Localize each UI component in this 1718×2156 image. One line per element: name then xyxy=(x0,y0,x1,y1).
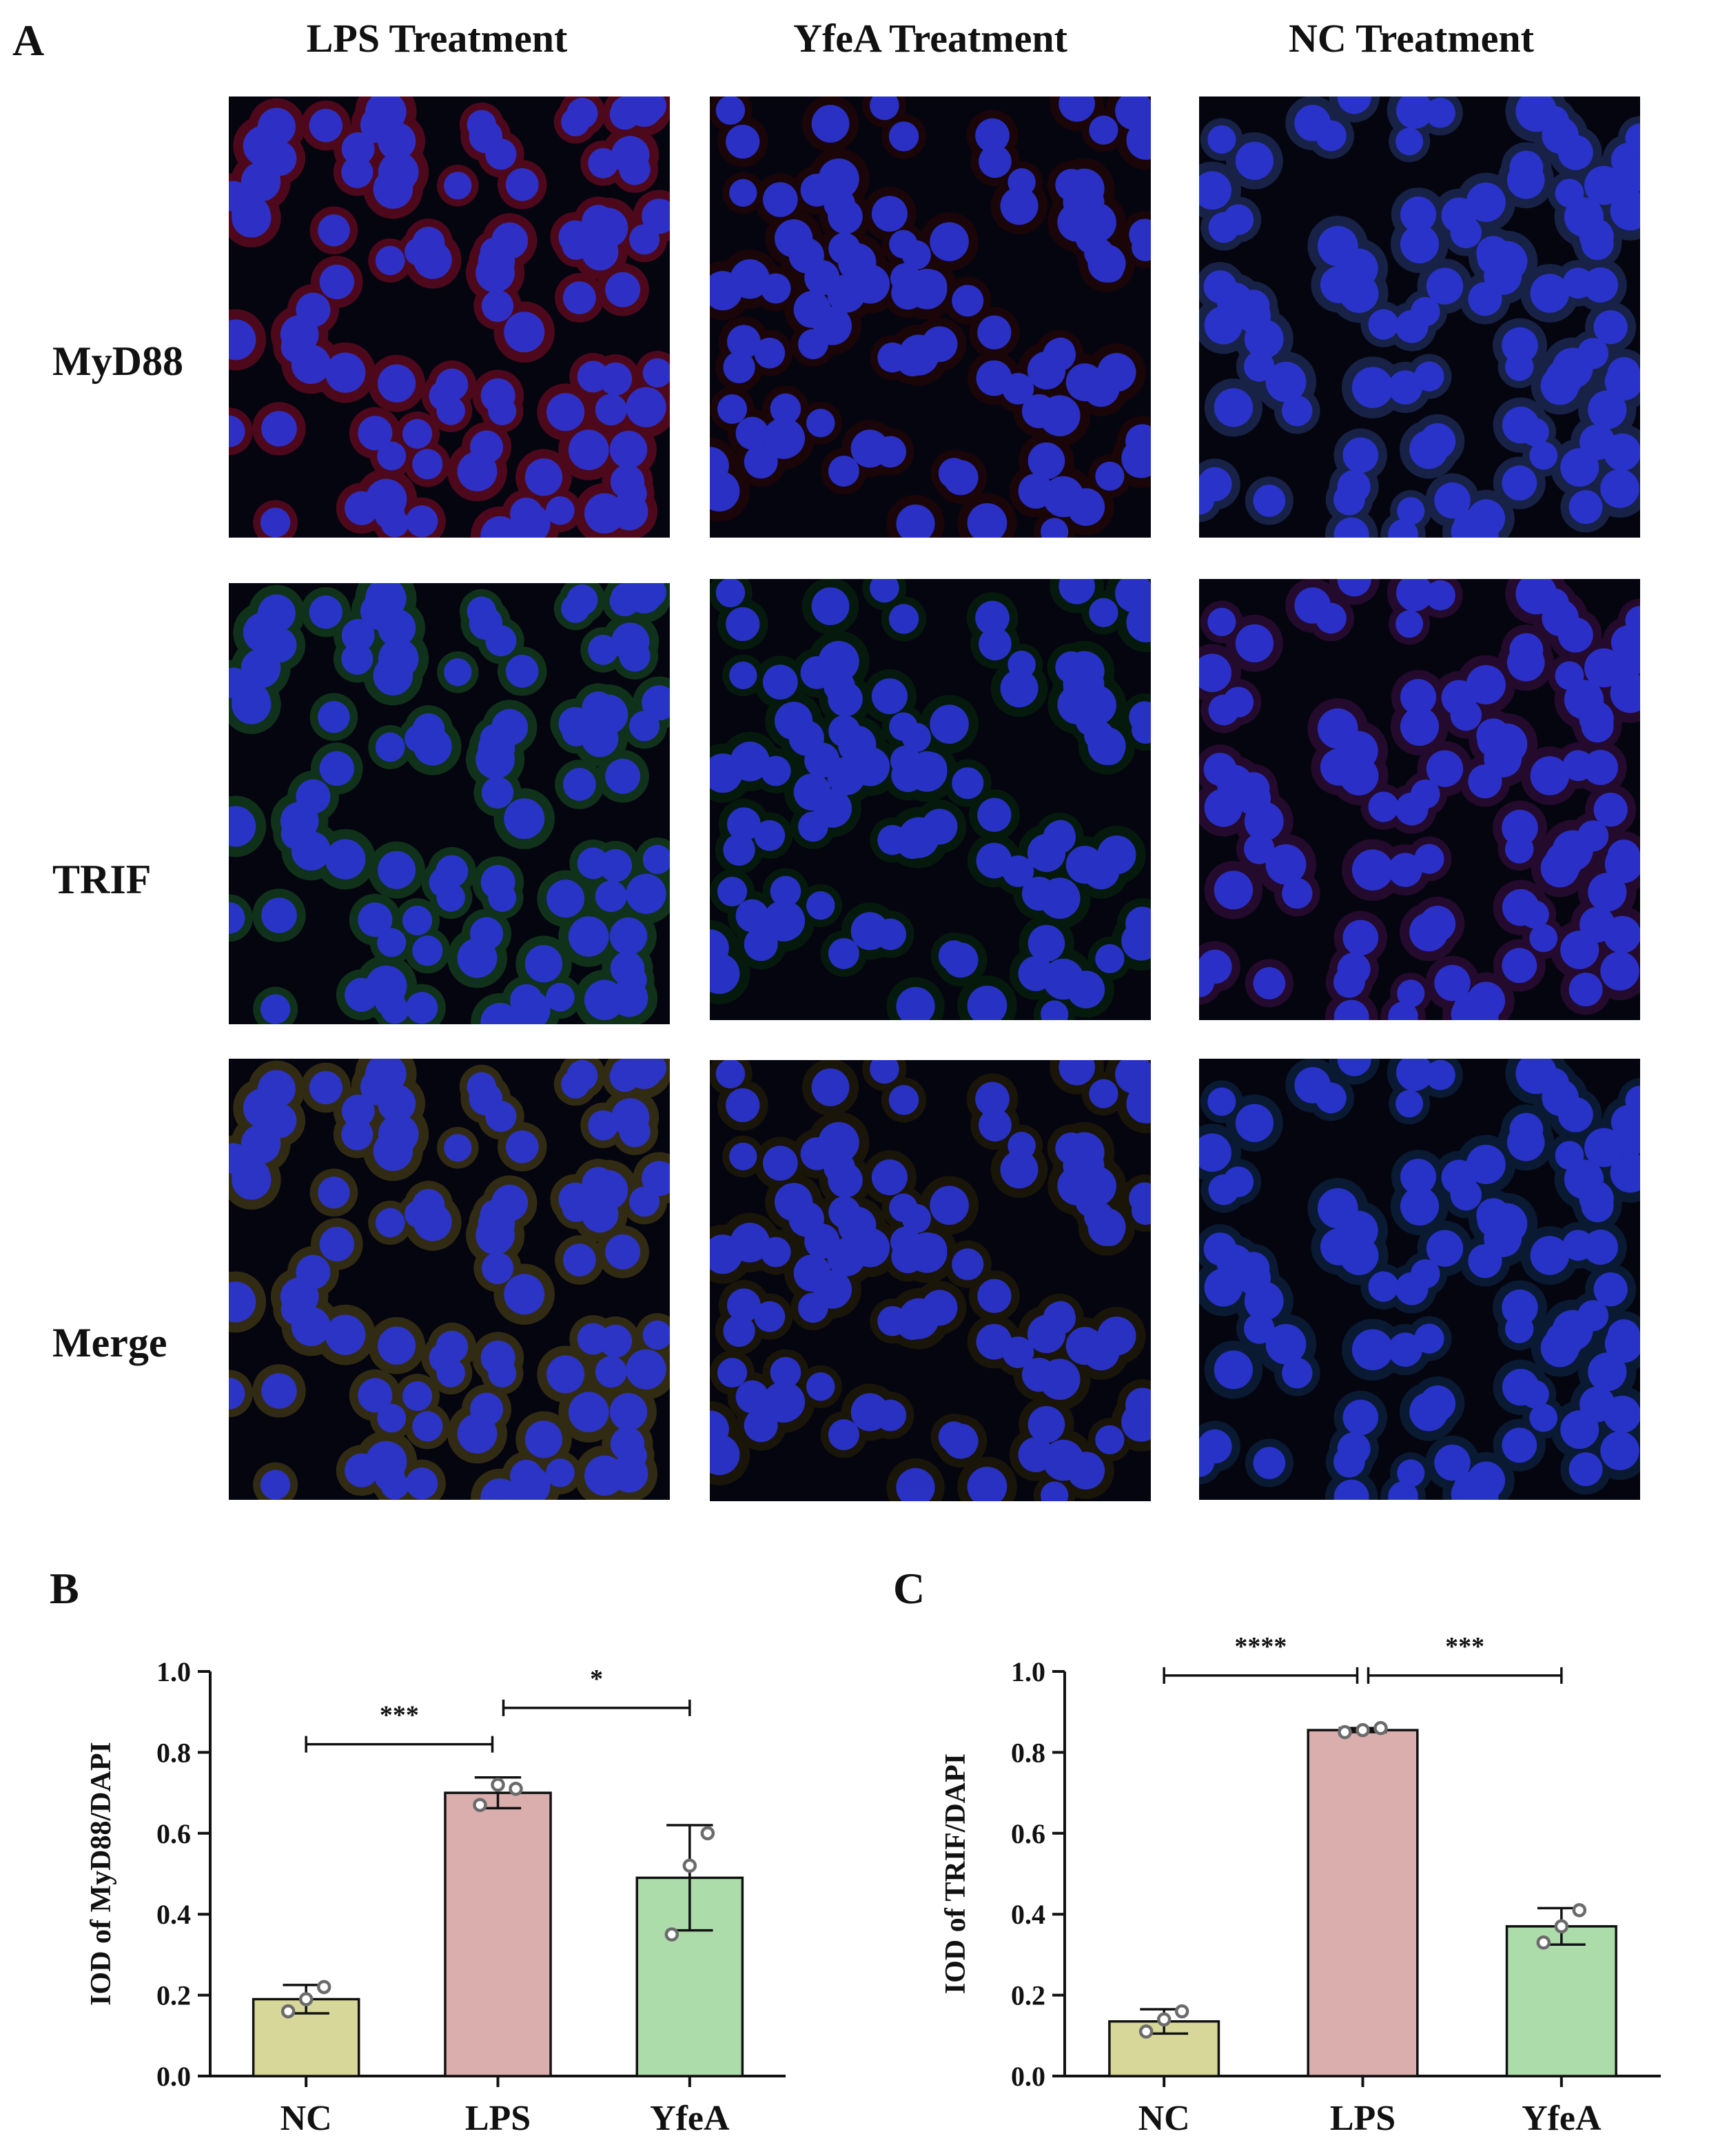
y-tick-label: 1.0 xyxy=(156,1656,191,1687)
micrograph-myd88-nc xyxy=(1199,96,1640,538)
panel-label-a: A xyxy=(12,16,45,65)
micrograph-image xyxy=(1199,579,1640,1020)
data-point xyxy=(1572,1903,1587,1918)
chart-myd88-iod: 0.0 0.2 0.4 0.6 0.8 1.0 IOD of MyD88/DAPI NC LPS… xyxy=(85,1656,786,2138)
micrograph-trif-yfea xyxy=(710,579,1151,1020)
significance-bracket xyxy=(1163,1667,1359,1684)
data-point xyxy=(1156,2012,1172,2027)
significance-bracket xyxy=(1367,1667,1563,1684)
x-tick-label: NC xyxy=(1138,2099,1190,2138)
data-point xyxy=(1356,1722,1370,1738)
y-tick-label: 0.0 xyxy=(1011,2061,1045,2092)
x-tick-label: YfeA xyxy=(1522,2099,1602,2138)
column-title-yfea: YfeA Treatment xyxy=(793,16,1067,61)
significance-label: **** xyxy=(1234,1632,1287,1661)
x-tick-label: NC xyxy=(280,2099,332,2138)
micrograph-myd88-lps xyxy=(229,96,670,538)
bar-lps xyxy=(1307,1729,1419,2077)
data-point xyxy=(664,1927,679,1942)
micrograph-trif-nc xyxy=(1199,579,1640,1020)
data-point xyxy=(700,1826,715,1841)
data-point xyxy=(316,1980,331,1995)
micrograph-merge-nc xyxy=(1199,1059,1640,1500)
row-label-myd88: MyD88 xyxy=(52,338,183,384)
micrograph-image xyxy=(229,583,670,1024)
y-tick-label: 0.6 xyxy=(156,1818,191,1849)
micrograph-image xyxy=(710,579,1151,1020)
y-tick-label: 0.4 xyxy=(156,1899,191,1930)
data-point xyxy=(682,1858,697,1873)
column-title-nc: NC Treatment xyxy=(1289,16,1534,61)
micrograph-image xyxy=(1199,1059,1640,1500)
micrograph-image xyxy=(1199,96,1640,538)
data-point xyxy=(509,1781,523,1796)
y-tick-label: 0.8 xyxy=(156,1737,191,1768)
micrograph-myd88-yfea xyxy=(710,96,1151,538)
data-point xyxy=(280,2004,296,2019)
significance-label: *** xyxy=(1445,1632,1484,1661)
micrograph-trif-lps xyxy=(229,583,670,1024)
micrograph-image xyxy=(229,1059,670,1500)
data-point xyxy=(1338,1725,1352,1740)
x-tick-label: LPS xyxy=(465,2099,531,2138)
data-point xyxy=(473,1798,487,1812)
y-tick-label: 0.2 xyxy=(1011,1980,1045,2011)
data-point xyxy=(298,1992,314,2006)
y-axis-label: IOD of MyD88/DAPI xyxy=(85,1742,117,2006)
y-tick-label: 0.2 xyxy=(156,1980,191,2011)
column-title-lps: LPS Treatment xyxy=(306,16,568,61)
significance-label: *** xyxy=(380,1701,419,1730)
micrograph-merge-lps xyxy=(229,1059,670,1500)
row-label-merge: Merge xyxy=(52,1320,167,1365)
significance-label: * xyxy=(590,1665,603,1694)
data-point xyxy=(1536,1935,1551,1950)
y-tick-label: 1.0 xyxy=(1011,1656,1045,1687)
chart-trif-iod: 0.0 0.2 0.4 0.6 0.8 1.0 IOD of TRIF/DAPI NC LPS Y… xyxy=(940,1632,1661,2138)
bar-lps xyxy=(444,1791,552,2077)
y-tick-label: 0.8 xyxy=(1011,1737,1045,1768)
micrograph-image xyxy=(710,96,1151,538)
bar-yfea xyxy=(1505,1925,1617,2077)
x-tick-label: YfeA xyxy=(650,2099,730,2138)
micrograph-merge-yfea xyxy=(710,1060,1151,1501)
micrograph-image xyxy=(710,1060,1151,1501)
x-tick-label: LPS xyxy=(1330,2099,1395,2138)
significance-bracket xyxy=(502,1699,691,1716)
data-point xyxy=(491,1778,505,1792)
micrograph-image xyxy=(229,96,670,538)
significance-bracket xyxy=(305,1736,494,1753)
y-axis-label: IOD of TRIF/DAPI xyxy=(940,1753,972,1994)
data-point xyxy=(1554,1919,1569,1934)
panel-label-c: C xyxy=(893,1564,926,1613)
panel-label-b: B xyxy=(50,1564,79,1613)
y-tick-label: 0.6 xyxy=(1011,1818,1045,1849)
data-point xyxy=(1373,1720,1388,1736)
data-point xyxy=(1174,2004,1189,2019)
y-tick-label: 0.4 xyxy=(1011,1899,1045,1930)
row-label-trif: TRIF xyxy=(52,857,152,902)
data-point xyxy=(1138,2024,1154,2039)
y-tick-label: 0.0 xyxy=(156,2061,191,2092)
